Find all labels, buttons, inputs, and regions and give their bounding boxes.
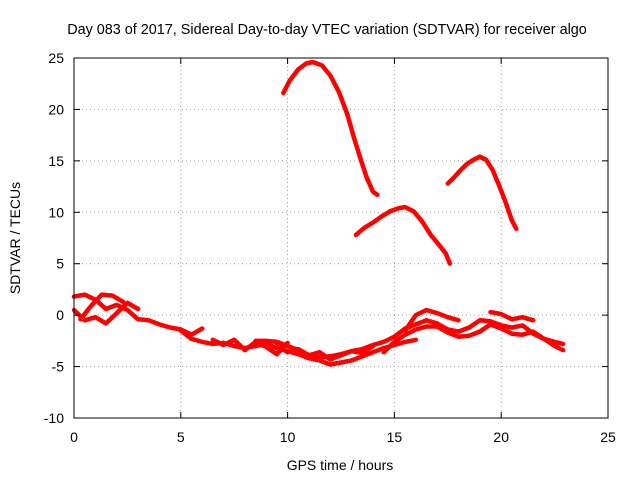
y-tick-label: -10: [44, 410, 64, 426]
x-axis-label: GPS time / hours: [287, 457, 394, 473]
data-series-arc-1: [281, 59, 380, 198]
y-tick-label: 25: [48, 50, 64, 66]
plot-data: [71, 59, 566, 367]
x-tick-label: 5: [177, 429, 185, 445]
data-series-arc-2: [353, 204, 453, 266]
data-series-arc-9: [381, 322, 566, 355]
y-axis-label: SDTVAR / TECUs: [7, 182, 23, 294]
x-tick-label: 10: [280, 429, 296, 445]
x-tick-label: 25: [600, 429, 616, 445]
x-tick-label: 20: [493, 429, 509, 445]
y-tick-label: 10: [48, 204, 64, 220]
y-tick-label: 20: [48, 101, 64, 117]
x-tick-label: 15: [387, 429, 403, 445]
data-series-arc-11: [488, 309, 536, 323]
y-tick-label: 15: [48, 153, 64, 169]
data-series-arc-13: [210, 337, 290, 357]
data-series-arc-10: [402, 307, 461, 333]
plot-frame: [73, 57, 609, 419]
data-series-arc-6: [78, 292, 126, 322]
grid: [74, 58, 608, 418]
data-series-arc-12: [274, 342, 376, 362]
y-tick-label: 0: [56, 307, 64, 323]
y-tick-label: -5: [52, 359, 65, 375]
axes: 0 5 10 15 20 25 -10 -5 0 5 10 15 20 25: [44, 50, 616, 445]
data-series-arc-5: [71, 300, 141, 326]
x-tick-label: 0: [70, 429, 78, 445]
chart-title: Day 083 of 2017, Sidereal Day-to-day VTE…: [67, 22, 587, 38]
y-tick-label: 5: [56, 256, 64, 272]
data-series-arc-3: [445, 154, 519, 231]
